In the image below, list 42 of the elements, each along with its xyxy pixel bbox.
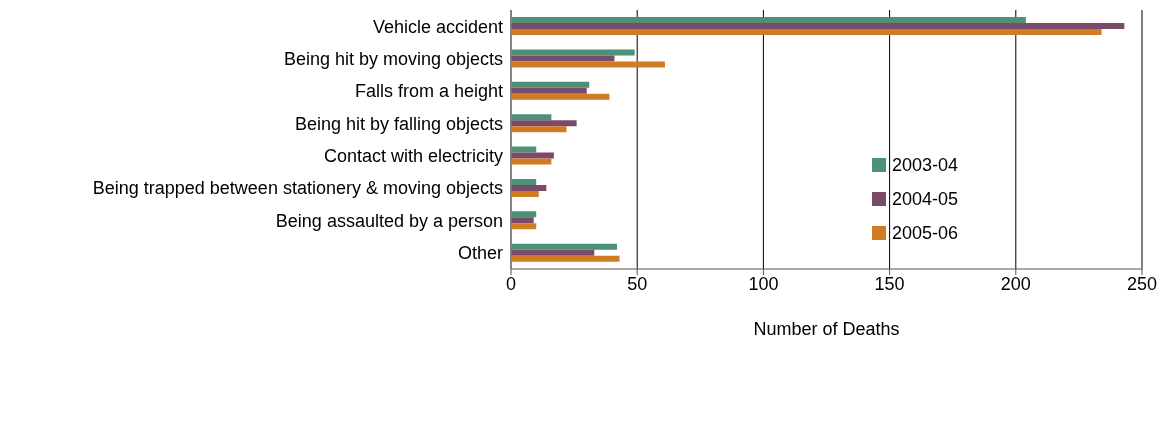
y-tick-label: Being hit by falling objects <box>294 113 503 134</box>
bar <box>511 61 665 68</box>
bar <box>511 217 534 224</box>
bar <box>511 249 595 256</box>
bar <box>511 81 590 88</box>
bar <box>511 152 554 159</box>
bar <box>511 87 587 94</box>
bar <box>511 211 537 218</box>
bar <box>511 23 1125 30</box>
x-axis-title: Number of Deaths <box>753 319 900 339</box>
bar <box>511 49 635 56</box>
bar <box>511 17 1026 24</box>
bar <box>511 114 552 121</box>
legend-label: 2004-05 <box>891 188 958 210</box>
bar <box>511 243 618 250</box>
bar <box>511 191 539 197</box>
bar <box>511 29 1102 36</box>
x-tick-label: 200 <box>1000 273 1031 294</box>
bar <box>511 185 547 191</box>
y-tick-label: Being trapped between stationery & moving objects <box>92 178 503 199</box>
bar <box>511 126 567 133</box>
bar <box>511 223 537 230</box>
bar <box>511 255 620 262</box>
x-tick-label: 100 <box>748 273 779 294</box>
legend-label: 2005-06 <box>891 222 958 244</box>
bar <box>511 55 615 62</box>
legend-label: 2003-04 <box>891 154 958 176</box>
x-tick-label: 150 <box>874 273 905 294</box>
bar <box>511 158 552 165</box>
y-tick-label: Other <box>457 243 503 264</box>
y-tick-label: Falls from a height <box>354 81 503 102</box>
x-tick-label: 250 <box>1126 273 1158 294</box>
x-tick-label: 50 <box>627 273 648 294</box>
bar <box>511 146 537 153</box>
y-tick-label: Vehicle accident <box>372 16 503 37</box>
y-tick-label: Being assaulted by a person <box>275 210 503 231</box>
bar <box>511 179 537 185</box>
bar <box>511 120 577 127</box>
y-tick-label: Being hit by moving objects <box>283 48 503 69</box>
bar <box>511 93 610 100</box>
y-tick-label: Contact with electricity <box>323 146 503 167</box>
x-tick-label: 0 <box>505 273 517 294</box>
